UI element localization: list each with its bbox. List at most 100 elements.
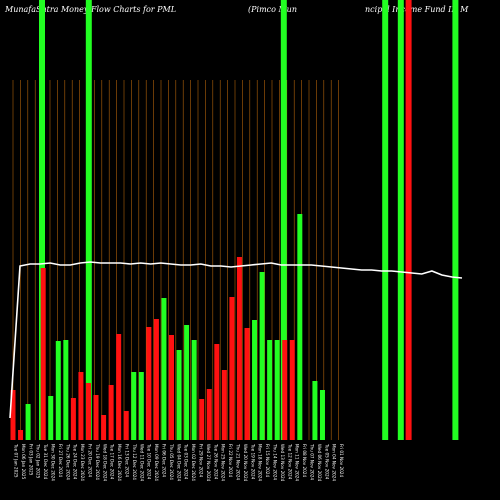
x-tick-label: Wed 13 Nov 2024 (280, 444, 285, 482)
x-tick-label: Fri 20 Dec 2024 (88, 444, 93, 477)
x-tick-label: Mon 09 Dec 2024 (154, 444, 159, 481)
money-flow-bar (40, 268, 46, 440)
x-tick-label: Mon 02 Dec 2024 (191, 444, 196, 481)
money-flow-bar (214, 344, 220, 440)
money-flow-bar (146, 327, 152, 440)
full-height-bar (382, 0, 389, 440)
money-flow-bar (10, 390, 16, 440)
x-tick-label: Fri 13 Dec 2024 (125, 444, 130, 477)
money-flow-bar (85, 383, 91, 440)
x-tick-label: Wed 04 Dec 2024 (176, 444, 181, 482)
money-flow-bar (169, 335, 175, 440)
x-tick-label: Thu 14 Nov 2024 (273, 443, 278, 480)
x-tick-label: Tue 31 Dec 2024 (43, 443, 48, 480)
money-flow-bars (10, 214, 325, 440)
x-tick-label: Tue 12 Nov 2024 (287, 443, 292, 480)
money-flow-bar (70, 398, 76, 440)
money-flow-bar (199, 399, 205, 440)
money-flow-bar (259, 272, 265, 440)
x-tick-label: Mon 30 Dec 2024 (51, 444, 56, 481)
money-flow-bar (63, 340, 69, 440)
x-tick-label: Fri 27 Dec 2024 (58, 444, 63, 477)
full-height-bar (452, 0, 459, 440)
x-tick-label: Mon 11 Nov 2024 (295, 444, 300, 481)
x-tick-label: Mon 25 Nov 2024 (221, 444, 226, 481)
x-tick-label: Thu 02 Jan 2025 (36, 443, 41, 479)
money-flow-bar (78, 372, 84, 440)
money-flow-bar (221, 370, 227, 440)
full-height-bar (85, 0, 92, 440)
x-axis-tick-labels: Tue 07 Jan 2025 Mon 06 Jan 2025 Fri 03 Jan… (14, 443, 345, 482)
money-flow-bar (108, 385, 114, 440)
money-flow-bar (55, 341, 61, 440)
chart-title-right: ncipal Income Fund II) M (365, 5, 469, 14)
x-tick-label: Wed 20 Nov 2024 (243, 444, 248, 482)
full-height-bar (39, 0, 45, 440)
x-tick-label: Fri 29 Nov 2024 (199, 444, 204, 477)
x-tick-label: Fri 15 Nov 2024 (265, 444, 270, 477)
money-flow-bar (25, 404, 31, 440)
x-tick-label: Mon 23 Dec 2024 (80, 444, 85, 481)
money-flow-bar (161, 298, 167, 440)
money-flow-bar (206, 389, 212, 440)
money-flow-bar (48, 396, 54, 440)
money-flow-bar (191, 340, 197, 440)
x-tick-label: Thu 07 Nov 2024 (310, 443, 315, 480)
money-flow-bar (319, 390, 325, 440)
money-flow-bar (244, 328, 250, 440)
money-flow-bar (274, 340, 280, 440)
full-height-bar (405, 0, 412, 440)
x-tick-label: Fri 03 Jan 2025 (28, 444, 33, 476)
full-height-bar (397, 0, 404, 440)
x-tick-label: Wed 18 Dec 2024 (102, 444, 107, 482)
x-tick-label: Tue 26 Nov 2024 (213, 443, 218, 480)
money-flow-bar (131, 372, 137, 440)
money-flow-bar (184, 325, 190, 440)
x-tick-label: Tue 03 Dec 2024 (184, 443, 189, 480)
money-flow-bar (236, 257, 242, 440)
money-flow-bar (18, 430, 24, 440)
full-height-bar (280, 0, 287, 440)
chart-title-middle: (Pimco Mun (248, 5, 297, 14)
x-tick-label: Tue 17 Dec 2024 (110, 443, 115, 480)
money-flow-bar (252, 320, 258, 440)
money-flow-bar (123, 411, 129, 440)
x-tick-label: Thu 12 Dec 2024 (132, 443, 137, 480)
money-flow-bar (282, 340, 288, 440)
x-tick-label: Fri 01 Nov 2024 (339, 444, 344, 477)
price-line-group (9, 261, 463, 419)
money-flow-bar (297, 214, 303, 440)
x-tick-label: Thu 19 Dec 2024 (95, 443, 100, 480)
money-flow-bar (116, 334, 122, 440)
money-flow-bar (312, 381, 318, 440)
x-tick-label: Mon 04 Nov 2024 (332, 444, 337, 481)
money-flow-bar (93, 395, 99, 440)
x-tick-label: Mon 06 Jan 2025 (21, 444, 26, 480)
money-flow-bar (153, 319, 159, 440)
money-flow-bar (289, 340, 295, 440)
money-flow-bar (176, 350, 182, 440)
x-tick-label: Fri 08 Nov 2024 (302, 444, 307, 477)
x-tick-label: Tue 05 Nov 2024 (324, 443, 329, 480)
x-tick-label: Mon 18 Nov 2024 (258, 444, 263, 481)
price-line (9, 261, 463, 419)
money-flow-bar (138, 372, 144, 440)
money-flow-bar (101, 415, 107, 440)
x-tick-label: Thu 26 Dec 2024 (65, 443, 70, 480)
x-tick-label: Wed 06 Nov 2024 (317, 444, 322, 482)
x-tick-label: Tue 07 Jan 2025 (14, 443, 19, 478)
x-tick-label: Tue 19 Nov 2024 (250, 443, 255, 480)
money-flow-bar (229, 297, 235, 440)
x-tick-label: Tue 10 Dec 2024 (147, 443, 152, 480)
x-tick-label: Fri 06 Dec 2024 (162, 444, 167, 477)
x-tick-label: Wed 11 Dec 2024 (139, 444, 144, 482)
full-height-bars (39, 0, 459, 440)
x-tick-label: Mon 16 Dec 2024 (117, 444, 122, 481)
x-tick-label: Thu 05 Dec 2024 (169, 443, 174, 480)
x-tick-label: Tue 24 Dec 2024 (73, 443, 78, 480)
money-flow-bar (267, 340, 273, 440)
x-tick-label: Wed 27 Nov 2024 (206, 444, 211, 482)
x-tick-label: Fri 22 Nov 2024 (228, 444, 233, 477)
x-tick-label: Thu 21 Nov 2024 (236, 443, 241, 480)
